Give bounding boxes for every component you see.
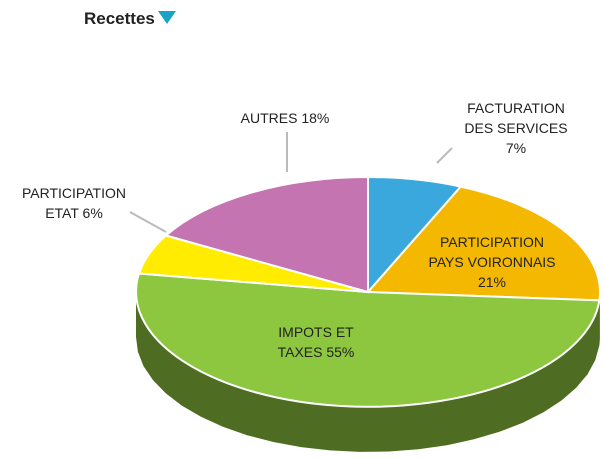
- value-label: 18%: [301, 110, 330, 126]
- slice-label: AUTRES 18%: [200, 108, 370, 128]
- slice: [135, 272, 601, 408]
- slice-label: FACTURATION DES SERVICES 7%: [460, 98, 572, 158]
- value-label: 7%: [505, 140, 527, 156]
- category-label: PARTICIPATION ETAT: [22, 185, 126, 221]
- leader-line: [129, 211, 167, 233]
- value-label: 6%: [82, 205, 103, 221]
- chart-title: Recettes: [84, 9, 155, 28]
- slice-label: PARTICIPATION PAYS VOIRONNAIS 21%: [422, 232, 562, 292]
- dropdown-icon[interactable]: [158, 11, 176, 24]
- slice: [163, 175, 369, 294]
- value-label: 55%: [326, 344, 355, 360]
- value-label: 21%: [477, 274, 507, 290]
- slice-label: IMPOTS ET TAXES 55%: [266, 322, 366, 362]
- category-label: PARTICIPATION PAYS VOIRONNAIS: [428, 234, 556, 270]
- slice-side: [136, 292, 600, 452]
- category-label: AUTRES: [240, 110, 298, 126]
- leader-line: [436, 147, 453, 164]
- pie: [135, 175, 601, 452]
- slice: [365, 185, 601, 302]
- category-label: FACTURATION DES SERVICES: [464, 100, 568, 136]
- slice-label: PARTICIPATION ETAT 6%: [14, 183, 134, 223]
- category-label: IMPOTS ET TAXES: [277, 324, 354, 360]
- slice-side: [599, 292, 600, 346]
